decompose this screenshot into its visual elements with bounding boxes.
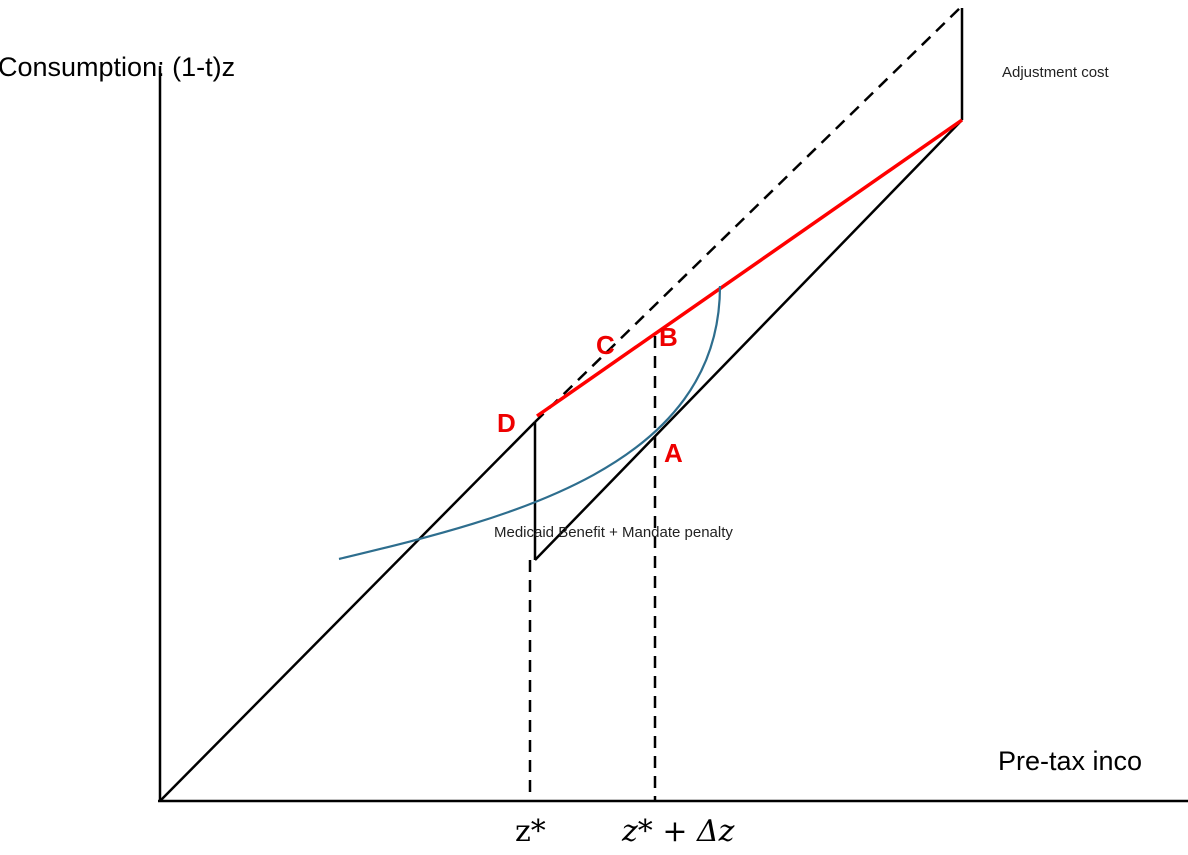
budget-line-lower bbox=[159, 421, 536, 802]
z-star-tick-label: z* bbox=[515, 814, 546, 849]
point-d-label: D bbox=[497, 408, 516, 438]
point-a-label: A bbox=[664, 438, 683, 468]
x-axis-label: Pre-tax inco bbox=[998, 746, 1142, 776]
y-axis-label: Consumption: (1-t)z bbox=[0, 52, 235, 82]
adjustment-cost-label: Adjustment cost bbox=[1002, 64, 1110, 81]
z-star-dz-tick-label: z* + Δz bbox=[621, 814, 735, 849]
point-c-label: C bbox=[596, 330, 615, 360]
red-budget-line bbox=[535, 118, 964, 418]
indifference-curve bbox=[338, 285, 722, 561]
point-b-label: B bbox=[659, 322, 678, 352]
notch-label: Medicaid Benefit + Mandate penalty bbox=[494, 524, 733, 541]
budget-line-upper bbox=[534, 119, 963, 561]
